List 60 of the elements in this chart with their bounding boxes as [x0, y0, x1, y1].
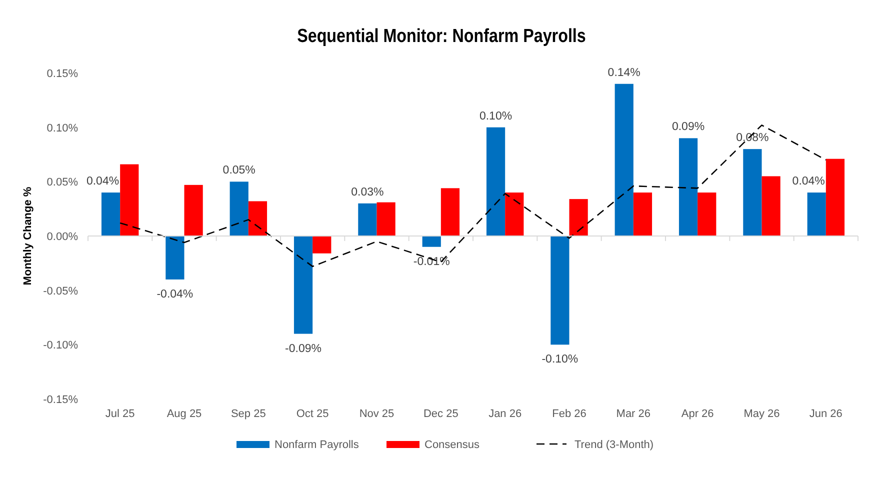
- legend-label: Consensus: [424, 439, 480, 451]
- bar: [550, 236, 570, 345]
- data-label: 0.03%: [351, 186, 384, 198]
- bar: [184, 184, 203, 236]
- data-label: 0.10%: [479, 110, 512, 122]
- bar: [312, 236, 332, 254]
- bar: [633, 192, 652, 236]
- bar: [826, 158, 845, 236]
- data-label: 0.14%: [608, 66, 640, 79]
- bar: [440, 188, 460, 236]
- data-label: -0.09%: [285, 342, 322, 355]
- data-label: -0.04%: [156, 288, 194, 300]
- y-tick-label: -0.10%: [43, 340, 78, 352]
- y-tick-label: 0.05%: [46, 176, 78, 189]
- bar: [230, 182, 248, 236]
- bar: [120, 164, 139, 236]
- bar: [358, 203, 377, 236]
- x-tick-label: Sep 25: [230, 408, 266, 420]
- bar: [486, 127, 506, 236]
- bar: [678, 138, 698, 236]
- x-tick-label: Feb 26: [552, 408, 586, 420]
- data-label: 0.04%: [792, 176, 825, 188]
- x-tick-label: Dec 25: [423, 408, 458, 420]
- bar: [422, 236, 441, 247]
- bar: [614, 84, 634, 236]
- bar: [762, 176, 780, 236]
- legend-label: Nonfarm Payrolls: [274, 439, 360, 451]
- x-tick-label: Jul 25: [105, 408, 135, 420]
- y-tick-label: 0.15%: [46, 68, 78, 80]
- y-tick-label: 0.10%: [46, 122, 78, 134]
- bar: [376, 202, 396, 236]
- bar: [743, 149, 762, 236]
- x-tick-label: Apr 26: [681, 408, 714, 420]
- data-label: -0.01%: [413, 256, 450, 268]
- x-tick-label: Jun 26: [809, 408, 842, 420]
- chart-title: Sequential Monitor: Nonfarm Payrolls: [297, 24, 586, 46]
- x-tick-label: May 26: [744, 408, 780, 420]
- y-tick-label: -0.15%: [43, 394, 78, 406]
- x-tick-label: Nov 25: [359, 408, 394, 420]
- bar: [166, 236, 184, 280]
- x-tick-label: Mar 26: [616, 408, 651, 420]
- data-label: 0.05%: [222, 164, 256, 177]
- data-label: -0.10%: [542, 354, 578, 366]
- data-label: 0.04%: [86, 176, 120, 188]
- bar: [569, 199, 588, 236]
- x-tick-label: Oct 25: [296, 408, 329, 420]
- bar: [807, 192, 826, 236]
- y-tick-label: 0.00%: [46, 231, 78, 243]
- legend-label: Trend (3-Month): [574, 439, 654, 451]
- y-tick-label: -0.05%: [43, 285, 78, 298]
- x-tick-label: Jan 26: [488, 408, 522, 420]
- x-tick-label: Aug 25: [166, 408, 202, 420]
- bar: [698, 192, 716, 236]
- data-label: 0.08%: [736, 132, 769, 144]
- bar: [294, 236, 313, 334]
- y-axis-title: Monthly Change %: [22, 186, 34, 286]
- data-label: 0.09%: [672, 121, 705, 134]
- bar: [505, 192, 524, 236]
- bar: [101, 192, 120, 236]
- bar: [248, 201, 268, 236]
